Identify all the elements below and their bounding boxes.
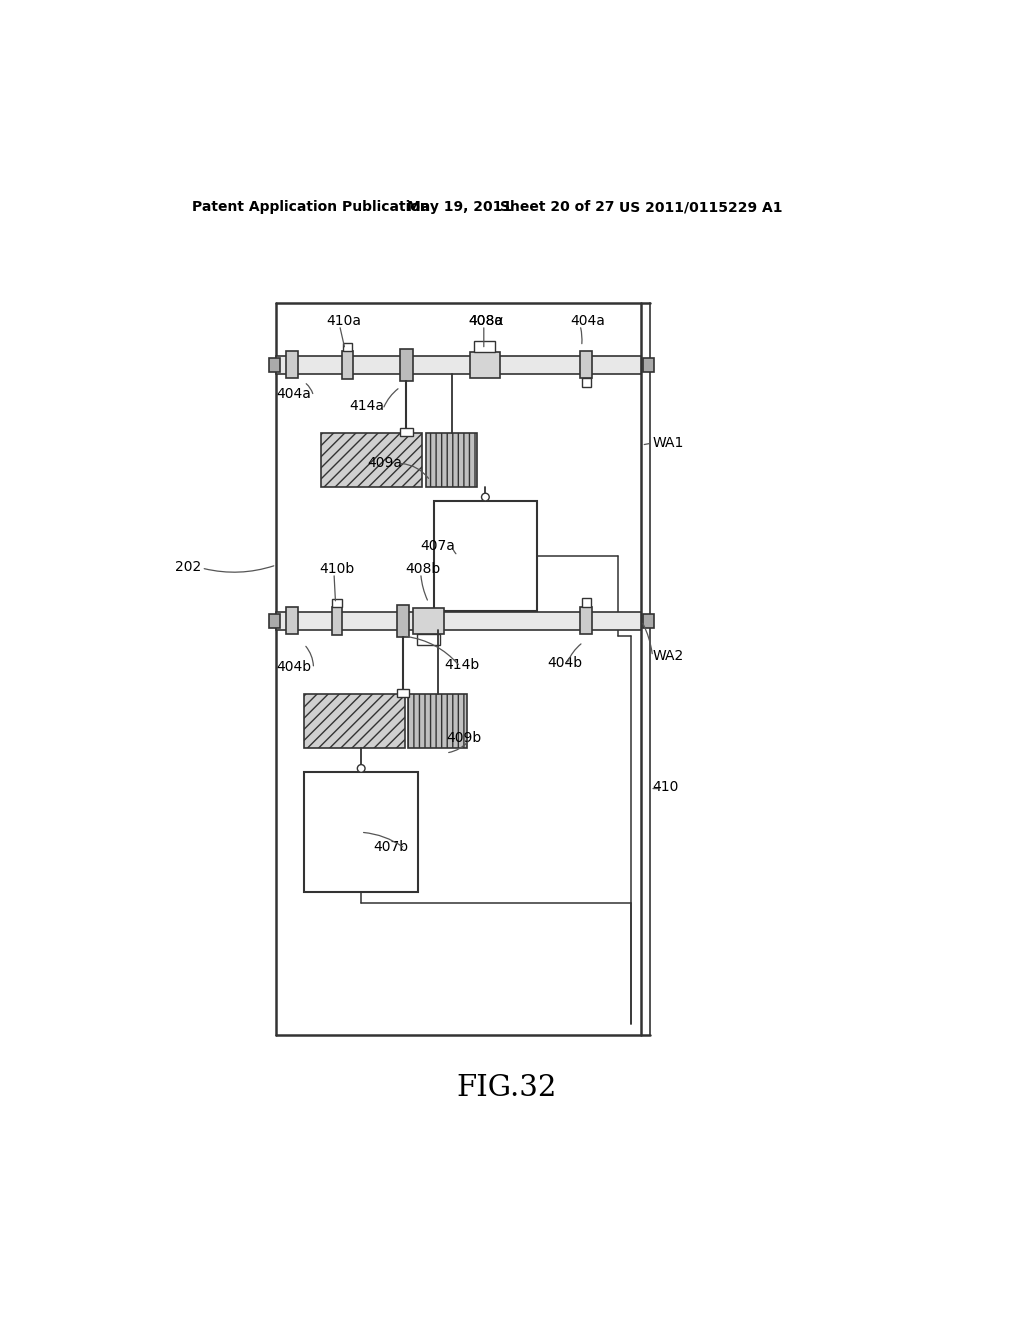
Circle shape — [481, 494, 489, 500]
Bar — [276, 611, 641, 630]
Circle shape — [357, 764, 365, 772]
Bar — [333, 599, 342, 607]
Bar — [643, 614, 653, 628]
Text: May 19, 2011: May 19, 2011 — [407, 201, 512, 214]
Bar — [397, 689, 410, 697]
Bar — [268, 614, 280, 628]
Text: 408b: 408b — [404, 562, 440, 576]
Bar — [582, 598, 591, 607]
Bar — [418, 634, 439, 644]
Bar — [434, 500, 537, 611]
Text: 409a: 409a — [367, 457, 402, 470]
Bar — [413, 607, 444, 634]
Bar — [304, 772, 419, 892]
Bar — [582, 379, 591, 388]
Text: US 2011/0115229 A1: US 2011/0115229 A1 — [620, 201, 783, 214]
Text: 414b: 414b — [444, 657, 479, 672]
Bar — [426, 433, 477, 487]
Text: Sheet 20 of 27: Sheet 20 of 27 — [500, 201, 614, 214]
Text: 404a: 404a — [570, 314, 605, 329]
Bar — [322, 433, 422, 487]
Text: Patent Application Publication: Patent Application Publication — [193, 201, 430, 214]
Text: 409b: 409b — [446, 731, 481, 744]
Bar — [470, 351, 500, 378]
Bar — [342, 351, 352, 379]
Text: 407a: 407a — [421, 539, 456, 553]
Text: FIG.32: FIG.32 — [457, 1074, 557, 1102]
Bar — [397, 605, 410, 638]
Text: 404a: 404a — [276, 387, 311, 401]
Bar — [276, 355, 641, 374]
Text: 410b: 410b — [319, 562, 355, 576]
Text: 407b: 407b — [374, 840, 409, 854]
Text: 414a: 414a — [350, 400, 385, 413]
Bar — [343, 343, 352, 351]
Bar — [268, 358, 280, 372]
Bar — [400, 428, 413, 436]
Bar — [474, 341, 495, 351]
Text: 408a: 408a — [468, 314, 503, 329]
Text: 404b: 404b — [547, 656, 582, 669]
Bar — [643, 358, 653, 372]
Text: 408α: 408α — [468, 314, 504, 329]
Bar — [286, 351, 298, 379]
Text: 410: 410 — [652, 780, 679, 793]
Text: 410a: 410a — [326, 314, 361, 329]
Bar — [286, 607, 298, 635]
Text: WA1: WA1 — [652, 436, 684, 450]
Bar — [580, 607, 592, 635]
Text: 404b: 404b — [276, 660, 311, 673]
Bar — [409, 694, 467, 748]
Bar — [400, 348, 413, 380]
Text: 202: 202 — [175, 560, 201, 574]
Text: WA2: WA2 — [652, 649, 684, 664]
Bar — [304, 694, 404, 748]
Bar — [332, 607, 342, 635]
Bar — [580, 351, 592, 379]
